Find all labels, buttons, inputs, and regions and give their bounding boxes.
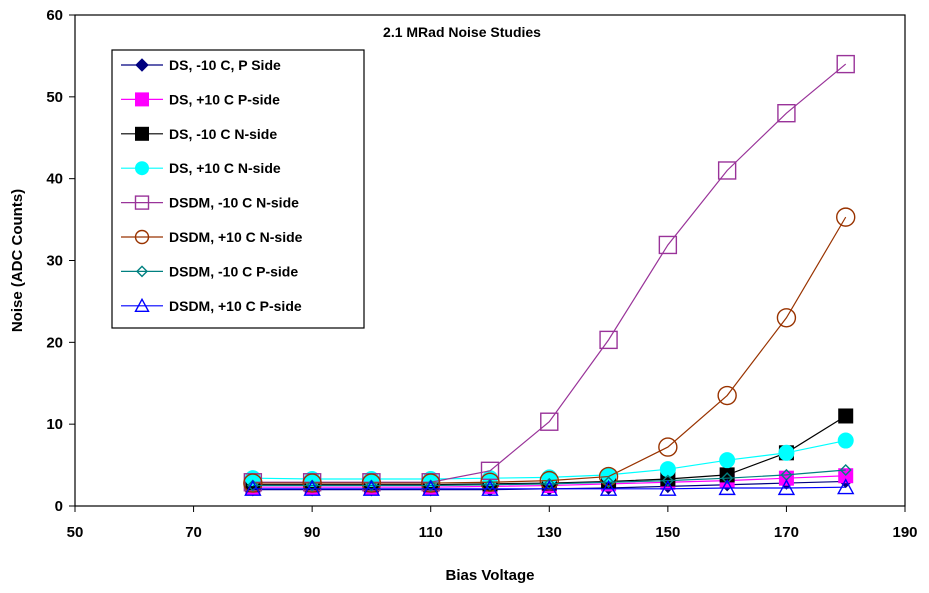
legend-marker	[134, 229, 150, 245]
legend-marker	[135, 58, 149, 72]
legend-item: DS, -10 C, P Side	[121, 57, 281, 73]
data-point	[302, 473, 322, 493]
x-tick-label: 90	[304, 524, 321, 541]
x-tick-label: 110	[419, 524, 443, 541]
axis-ticks: 50 70 90 110 130 150 170 190 0 10 20 30 40 50 60	[46, 7, 917, 541]
legend-marker	[135, 126, 149, 141]
data-point	[836, 207, 856, 227]
data-point	[717, 385, 737, 406]
series-line	[252, 63, 847, 483]
data-point	[778, 470, 794, 486]
x-tick-label: 170	[774, 524, 799, 541]
data-point	[362, 479, 381, 496]
data-point	[837, 478, 855, 495]
legend-item: DSDM, -10 C P-side	[121, 263, 298, 279]
y-tick-label: 20	[46, 334, 63, 351]
x-tick-label: 70	[185, 524, 202, 541]
data-point	[719, 452, 736, 469]
data-point	[599, 330, 618, 350]
x-axis-title: Bias Voltage	[446, 567, 535, 584]
legend-label: DSDM, -10 C N-side	[169, 195, 299, 211]
y-tick-label: 0	[55, 498, 63, 515]
data-point	[658, 235, 678, 255]
data-point	[778, 444, 795, 461]
series-7	[246, 464, 852, 492]
data-point	[303, 479, 321, 496]
y-tick-label: 30	[46, 253, 63, 270]
data-point	[839, 464, 852, 476]
series-line	[252, 469, 846, 487]
legend-item: DSDM, -10 C N-side	[121, 195, 299, 211]
legend-marker	[136, 265, 148, 278]
data-point	[661, 474, 674, 487]
legend-item: DS, +10 C N-side	[121, 160, 281, 176]
data-point	[776, 308, 797, 328]
x-tick-label: 190	[892, 524, 917, 541]
legend-box	[111, 49, 365, 329]
legend-item: DSDM, +10 C P-side	[121, 298, 302, 314]
data-point	[243, 473, 263, 493]
y-tick-label: 50	[46, 89, 63, 106]
y-tick-label: 60	[46, 7, 63, 24]
legend-label: DS, +10 C P-side	[169, 91, 280, 107]
data-point	[361, 473, 382, 493]
data-point	[777, 479, 796, 496]
y-axis-title: Noise (ADC Counts)	[9, 189, 26, 332]
data-point	[658, 437, 678, 457]
series-8	[244, 478, 855, 496]
data-point	[540, 412, 559, 431]
y-tick-label: 10	[46, 416, 63, 433]
data-point	[484, 478, 496, 491]
data-point	[598, 466, 619, 487]
legend-item: DS, -10 C N-side	[121, 126, 277, 142]
legend-label: DSDM, +10 C P-side	[169, 298, 302, 314]
x-tick-label: 130	[537, 524, 562, 541]
legend-label: DSDM, -10 C P-side	[169, 263, 298, 279]
data-point	[599, 479, 618, 496]
x-tick-label: 150	[655, 524, 680, 541]
legend: DS, -10 C, P Side DS, +10 C P-side DS, -10…	[111, 49, 365, 329]
series-layer	[243, 54, 856, 497]
data-point	[421, 473, 441, 493]
data-point	[659, 461, 676, 478]
series-line	[252, 486, 846, 490]
data-point	[246, 479, 259, 492]
legend-marker	[134, 195, 150, 210]
legend-item: DSDM, +10 C N-side	[121, 229, 303, 245]
data-point	[718, 479, 736, 496]
data-point	[836, 54, 855, 74]
data-point	[365, 479, 378, 492]
data-point	[306, 479, 319, 492]
legend-label: DSDM, +10 C N-side	[169, 229, 303, 245]
data-point	[717, 161, 737, 180]
legend-marker	[135, 161, 149, 176]
data-point	[540, 479, 558, 496]
data-point	[837, 432, 854, 449]
legend-label: DS, +10 C N-side	[169, 160, 281, 176]
data-point	[422, 479, 440, 496]
data-point	[838, 408, 854, 424]
data-point	[424, 479, 437, 492]
data-point	[602, 476, 615, 489]
legend-label: DS, -10 C N-side	[169, 126, 277, 142]
legend-label: DS, -10 C, P Side	[169, 57, 281, 73]
data-point	[777, 103, 796, 123]
y-tick-label: 40	[46, 171, 63, 188]
data-point	[659, 479, 677, 496]
chart-title: 2.1 MRad Noise Studies	[383, 24, 541, 40]
data-point	[721, 472, 734, 485]
legend-marker	[135, 92, 149, 107]
legend-item: DS, +10 C P-side	[121, 91, 280, 107]
data-point	[244, 479, 262, 496]
legend-marker	[134, 297, 150, 313]
data-point	[481, 479, 499, 496]
x-tick-label: 50	[67, 524, 84, 541]
data-point	[480, 472, 500, 492]
